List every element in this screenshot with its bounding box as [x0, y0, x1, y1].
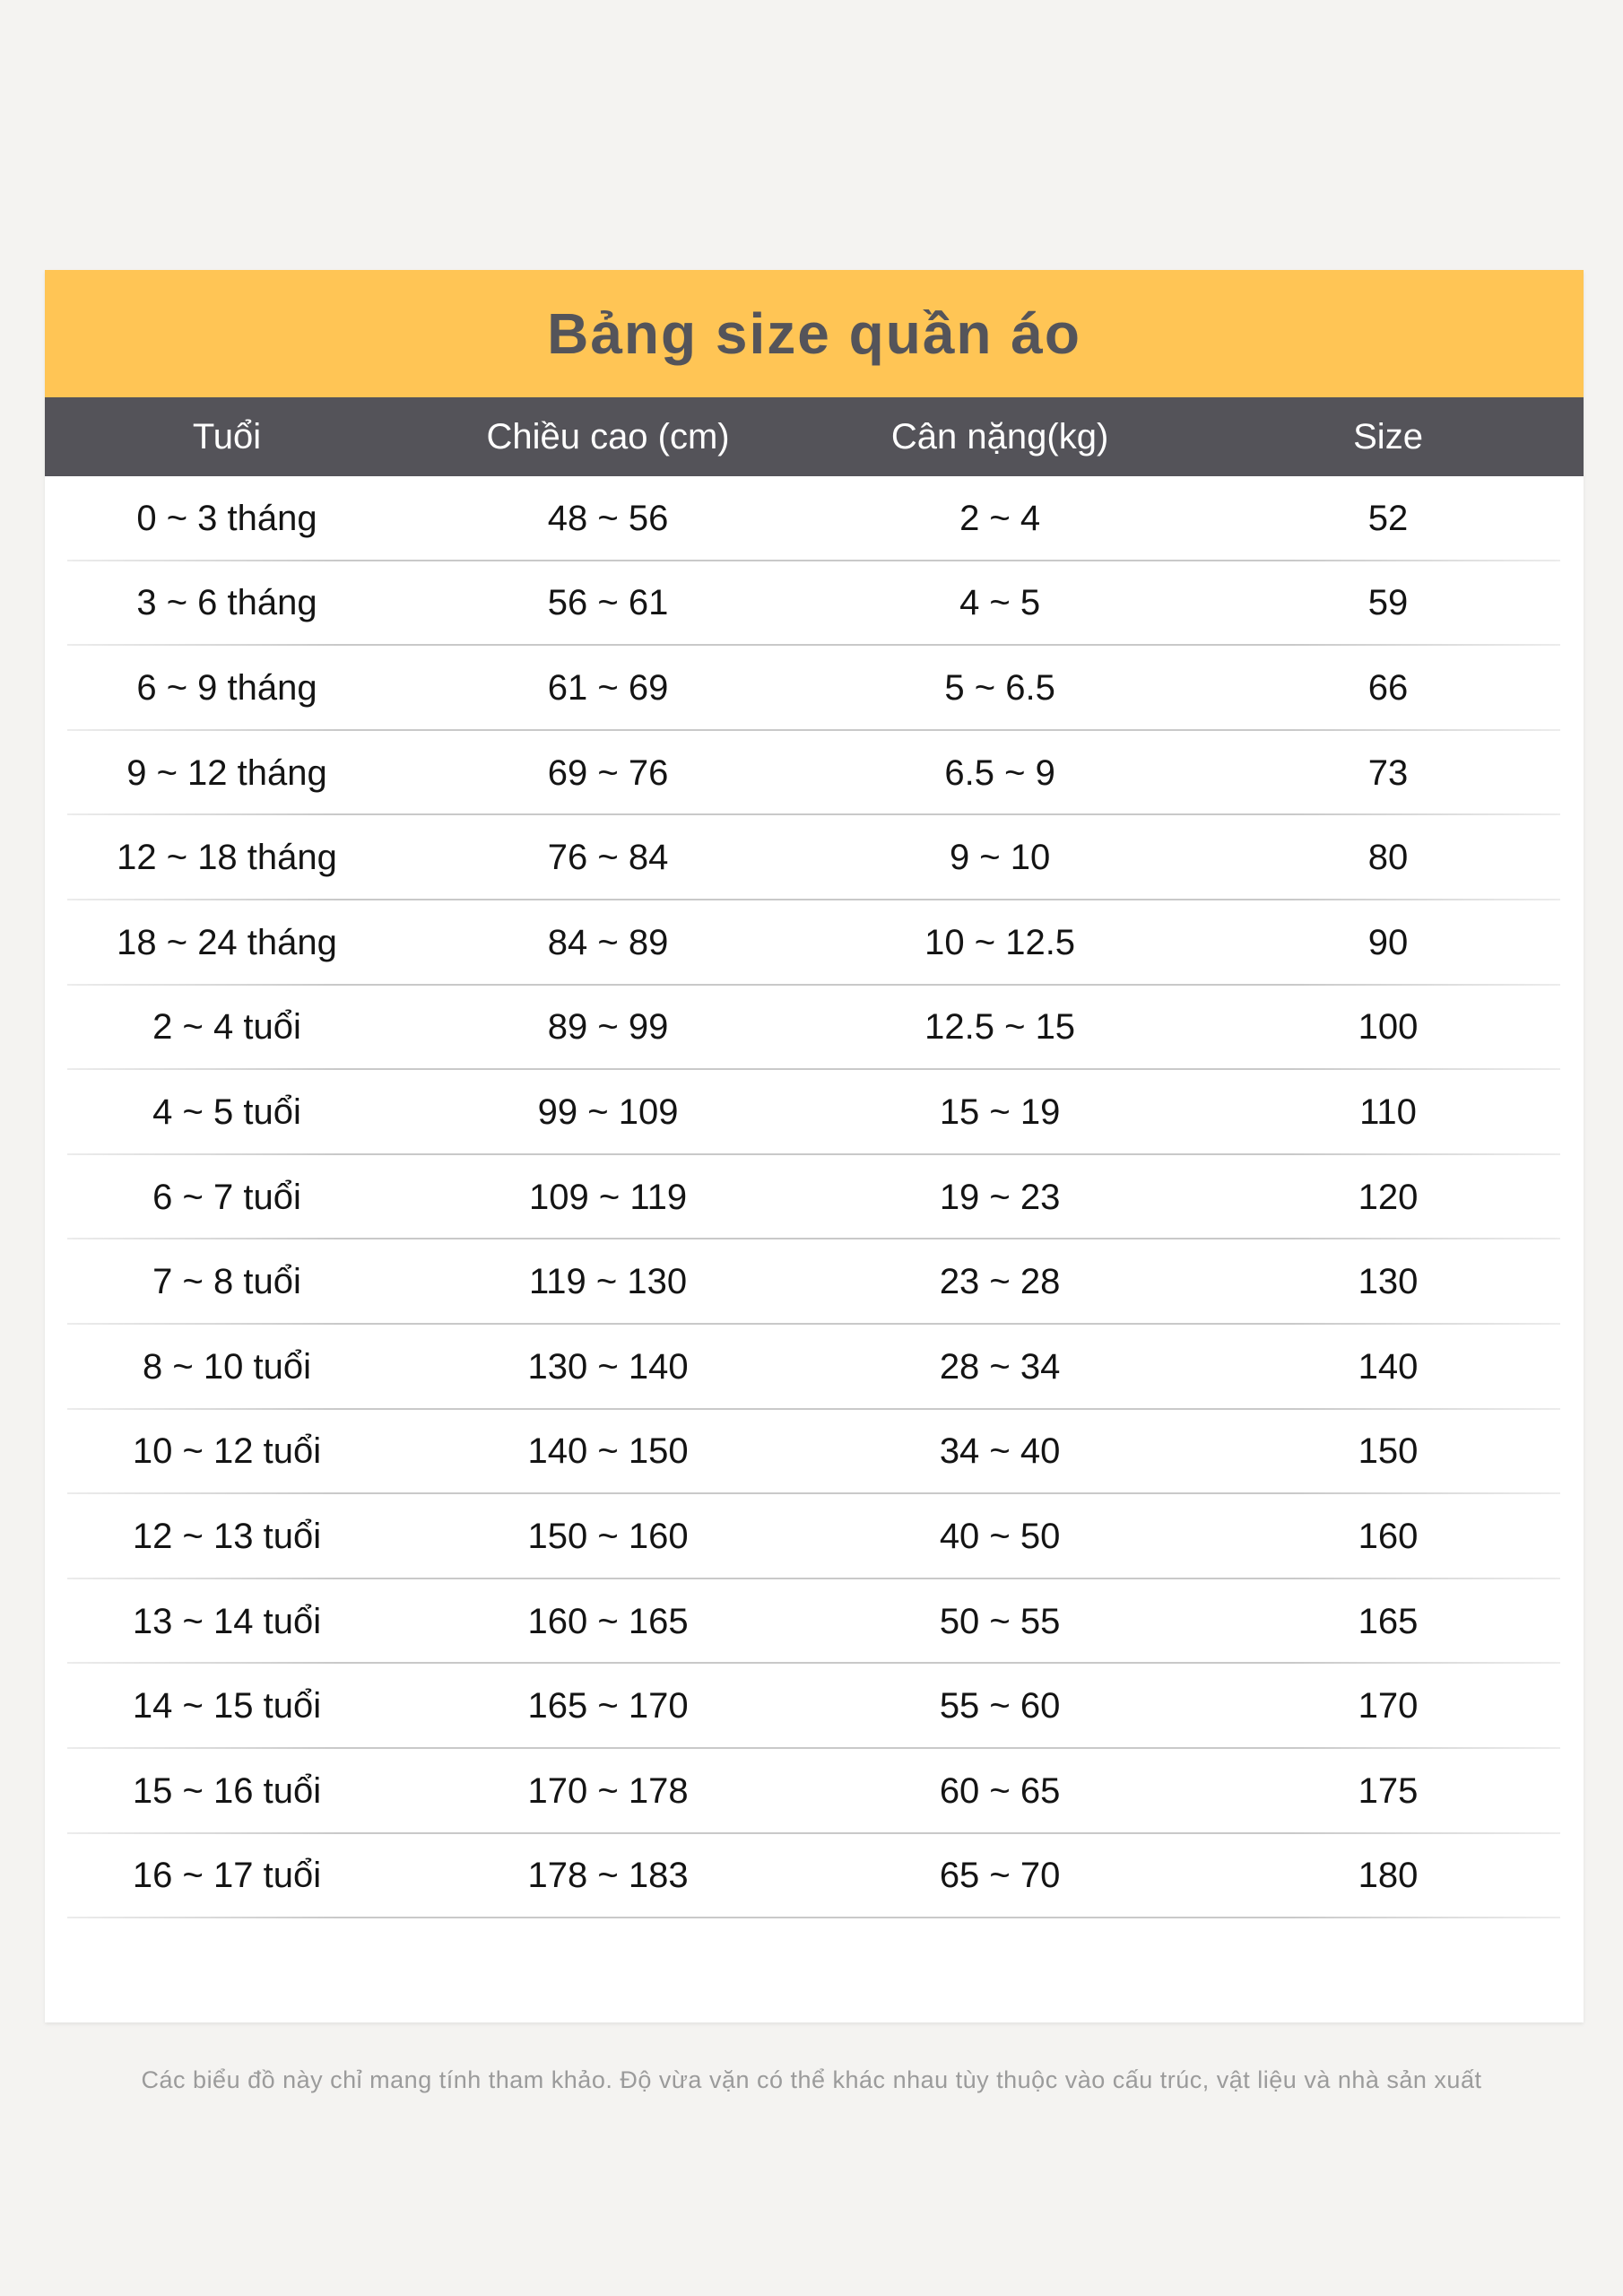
table-cell: 52	[1367, 498, 1409, 538]
table-row: 15 ~ 16 tuổi 170 ~ 178 60 ~ 65 175	[45, 1749, 1584, 1834]
column-header-3: Cân nặng(kg)	[890, 416, 1109, 457]
table-cell: 4 ~ 5 tuổi	[152, 1091, 301, 1132]
table-cell: 56 ~ 61	[547, 583, 669, 623]
table-cell: 59	[1367, 583, 1409, 623]
table-body: 0 ~ 3 tháng 48 ~ 56 2 ~ 4 52 3 ~ 6 tháng 56 ~…	[45, 476, 1584, 1918]
table-cell: 12 ~ 13 tuổi	[132, 1516, 322, 1556]
table-cell: 4 ~ 5	[959, 583, 1041, 623]
table-cell: 178 ~ 183	[527, 1856, 689, 1896]
table-row: 8 ~ 10 tuổi 130 ~ 140 28 ~ 34 140	[45, 1325, 1584, 1410]
table-cell: 12 ~ 18 tháng	[117, 838, 337, 878]
table-cell: 55 ~ 60	[939, 1686, 1061, 1726]
table-cell: 130 ~ 140	[527, 1346, 689, 1387]
table-cell: 14 ~ 15 tuổi	[132, 1686, 322, 1726]
table-cell: 2 ~ 4	[959, 498, 1041, 538]
table-cell: 60 ~ 65	[939, 1770, 1061, 1811]
table-cell: 28 ~ 34	[939, 1346, 1061, 1387]
table-cell: 100	[1358, 1007, 1419, 1048]
table-cell: 84 ~ 89	[547, 922, 669, 962]
table-cell: 7 ~ 8 tuổi	[152, 1262, 301, 1302]
table-cell: 40 ~ 50	[939, 1516, 1061, 1556]
table-row: 7 ~ 8 tuổi 119 ~ 130 23 ~ 28 130	[45, 1239, 1584, 1325]
disclaimer-note: Các biểu đồ này chỉ mang tính tham khảo.…	[141, 2066, 1482, 2093]
table-cell: 150 ~ 160	[527, 1516, 689, 1556]
table-cell: 150	[1358, 1431, 1419, 1472]
table-row: 9 ~ 12 tháng 69 ~ 76 6.5 ~ 9 73	[45, 731, 1584, 816]
table-cell: 109 ~ 119	[529, 1177, 688, 1217]
table-cell: 13 ~ 14 tuổi	[132, 1601, 322, 1641]
table-cell: 180	[1358, 1856, 1419, 1896]
table-cell: 69 ~ 76	[547, 752, 669, 793]
table-cell: 160	[1358, 1516, 1419, 1556]
table-cell: 50 ~ 55	[939, 1601, 1061, 1641]
table-header-row: Tuổi Chiều cao (cm) Cân nặng(kg) Size	[45, 397, 1584, 476]
table-cell: 6.5 ~ 9	[944, 752, 1055, 793]
table-cell: 160 ~ 165	[527, 1601, 689, 1641]
table-cell: 66	[1367, 667, 1409, 708]
table-row: 18 ~ 24 tháng 84 ~ 89 10 ~ 12.5 90	[45, 900, 1584, 986]
table-cell: 18 ~ 24 tháng	[117, 922, 337, 962]
table-cell: 165	[1358, 1601, 1419, 1641]
table-cell: 16 ~ 17 tuổi	[132, 1856, 322, 1896]
table-cell: 89 ~ 99	[547, 1007, 669, 1048]
table-cell: 76 ~ 84	[547, 838, 669, 878]
table-cell: 9 ~ 12 tháng	[126, 752, 327, 793]
table-cell: 6 ~ 9 tháng	[136, 667, 317, 708]
table-cell: 5 ~ 6.5	[944, 667, 1055, 708]
table-cell: 10 ~ 12.5	[924, 922, 1076, 962]
table-cell: 10 ~ 12 tuổi	[132, 1431, 322, 1472]
table-row: 2 ~ 4 tuổi 89 ~ 99 12.5 ~ 15 100	[45, 986, 1584, 1071]
table-cell: 6 ~ 7 tuổi	[152, 1177, 301, 1217]
table-cell: 73	[1367, 752, 1409, 793]
table-cell: 2 ~ 4 tuổi	[152, 1007, 301, 1048]
table-cell: 120	[1358, 1177, 1419, 1217]
table-row: 10 ~ 12 tuổi 140 ~ 150 34 ~ 40 150	[45, 1410, 1584, 1495]
table-cell: 165 ~ 170	[527, 1686, 689, 1726]
page-title: Bảng size quần áo	[547, 301, 1081, 366]
table-cell: 170	[1358, 1686, 1419, 1726]
table-row: 16 ~ 17 tuổi 178 ~ 183 65 ~ 70 180	[45, 1834, 1584, 1919]
table-row: 3 ~ 6 tháng 56 ~ 61 4 ~ 5 59	[45, 561, 1584, 647]
table-cell: 15 ~ 16 tuổi	[132, 1770, 322, 1811]
size-chart-card: Bảng size quần áo Tuổi Chiều cao (cm) Cân …	[45, 270, 1584, 2022]
table-cell: 61 ~ 69	[547, 667, 669, 708]
table-row: 13 ~ 14 tuổi 160 ~ 165 50 ~ 55 165	[45, 1579, 1584, 1665]
table-cell: 0 ~ 3 tháng	[136, 498, 317, 538]
table-cell: 12.5 ~ 15	[924, 1007, 1076, 1048]
table-row: 12 ~ 18 tháng 76 ~ 84 9 ~ 10 80	[45, 815, 1584, 900]
column-header-2: Chiều cao (cm)	[486, 416, 730, 457]
table-cell: 119 ~ 130	[529, 1262, 688, 1302]
table-cell: 9 ~ 10	[949, 838, 1051, 878]
table-cell: 3 ~ 6 tháng	[136, 583, 317, 623]
table-cell: 99 ~ 109	[537, 1091, 679, 1132]
table-cell: 8 ~ 10 tuổi	[143, 1346, 311, 1387]
table-cell: 140	[1358, 1346, 1419, 1387]
table-row: 6 ~ 7 tuổi 109 ~ 119 19 ~ 23 120	[45, 1155, 1584, 1240]
table-row: 14 ~ 15 tuổi 165 ~ 170 55 ~ 60 170	[45, 1664, 1584, 1749]
table-cell: 175	[1358, 1770, 1419, 1811]
table-cell: 65 ~ 70	[939, 1856, 1061, 1896]
table-cell: 130	[1358, 1262, 1419, 1302]
table-cell: 19 ~ 23	[939, 1177, 1061, 1217]
table-row: 4 ~ 5 tuổi 99 ~ 109 15 ~ 19 110	[45, 1070, 1584, 1155]
table-row: 6 ~ 9 tháng 61 ~ 69 5 ~ 6.5 66	[45, 646, 1584, 731]
table-row: 0 ~ 3 tháng 48 ~ 56 2 ~ 4 52	[45, 476, 1584, 561]
table-row: 12 ~ 13 tuổi 150 ~ 160 40 ~ 50 160	[45, 1494, 1584, 1579]
table-cell: 48 ~ 56	[547, 498, 669, 538]
title-band: Bảng size quần áo	[45, 270, 1584, 397]
table-cell: 110	[1359, 1091, 1417, 1132]
table-cell: 23 ~ 28	[939, 1262, 1061, 1302]
table-cell: 15 ~ 19	[939, 1091, 1061, 1132]
column-header-4: Size	[1353, 416, 1423, 457]
table-cell: 90	[1367, 922, 1409, 962]
table-cell: 34 ~ 40	[939, 1431, 1061, 1472]
column-header-1: Tuổi	[192, 416, 262, 457]
table-cell: 170 ~ 178	[527, 1770, 689, 1811]
table-cell: 140 ~ 150	[527, 1431, 689, 1472]
table-cell: 80	[1367, 838, 1409, 878]
